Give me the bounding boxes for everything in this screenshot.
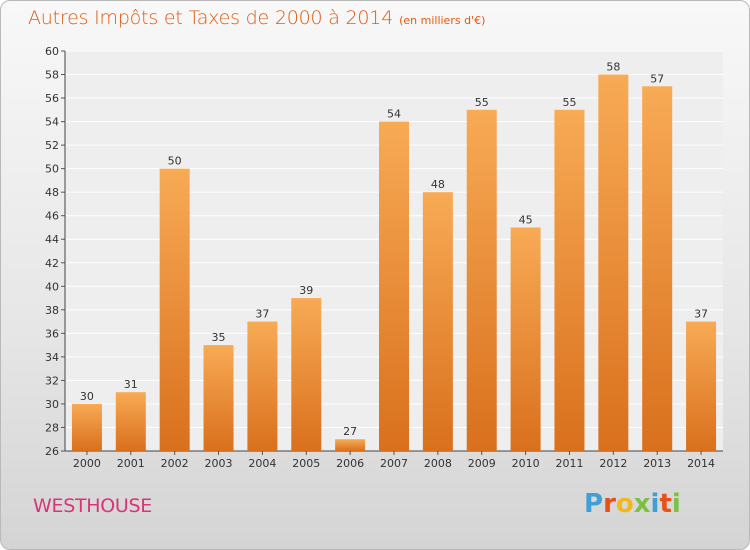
x-tick-label: 2001 [117, 457, 145, 470]
bar-2014 [686, 321, 717, 451]
x-tick-label: 2008 [424, 457, 452, 470]
y-tick-label: 34 [45, 351, 59, 364]
logo-letter: r [603, 489, 616, 519]
location-label: WESTHOUSE [33, 495, 152, 517]
y-tick-label: 48 [45, 186, 59, 199]
bar-2013 [642, 86, 673, 451]
x-tick-label: 2006 [336, 457, 364, 470]
proxiti-logo: Proxiti [584, 489, 681, 519]
bar-2000 [71, 403, 102, 451]
bar-2003 [203, 345, 234, 451]
bar-2006 [335, 439, 366, 451]
bar-2001 [115, 392, 146, 451]
x-tick-label: 2000 [73, 457, 101, 470]
bar-2007 [379, 121, 409, 452]
y-tick-label: 30 [45, 398, 59, 411]
x-tick-label: 2011 [555, 457, 583, 470]
y-tick-label: 26 [45, 445, 59, 458]
x-tick-label: 2012 [599, 457, 627, 470]
x-tick-label: 2014 [687, 457, 715, 470]
bar-2008 [422, 192, 453, 452]
data-label: 37 [255, 308, 269, 321]
x-tick-label: 2013 [643, 457, 671, 470]
bar-2011 [554, 109, 585, 451]
bar-2012 [598, 74, 629, 451]
data-label: 55 [562, 96, 576, 109]
y-tick-label: 42 [45, 257, 59, 270]
x-tick-label: 2004 [248, 457, 276, 470]
data-label: 58 [606, 61, 620, 74]
bar-2009 [466, 109, 497, 451]
y-tick-label: 44 [45, 233, 59, 246]
bar-2005 [291, 298, 322, 451]
chart-subtitle: (en milliers d'€) [399, 14, 486, 27]
y-tick-label: 32 [45, 374, 59, 387]
data-label: 27 [343, 425, 357, 438]
chart-title: Autres Impôts et Taxes de 2000 à 2014 [28, 7, 394, 29]
data-label: 48 [431, 178, 445, 191]
x-tick-label: 2009 [468, 457, 496, 470]
data-label: 54 [387, 108, 401, 121]
data-label: 35 [212, 331, 226, 344]
data-label: 31 [124, 378, 138, 391]
x-tick-label: 2002 [161, 457, 189, 470]
logo-letter: t [659, 489, 672, 519]
y-tick-label: 28 [45, 421, 59, 434]
x-tick-label: 2010 [512, 457, 540, 470]
data-label: 37 [694, 308, 708, 321]
x-tick-label: 2005 [292, 457, 320, 470]
data-label: 45 [519, 213, 533, 226]
y-tick-label: 38 [45, 304, 59, 317]
data-label: 50 [168, 155, 182, 168]
bar-2004 [247, 321, 278, 451]
y-tick-label: 36 [45, 327, 59, 340]
logo-letter: x [633, 489, 651, 519]
data-label: 30 [80, 390, 94, 403]
y-tick-label: 46 [45, 210, 59, 223]
logo-letter: i [650, 489, 660, 519]
y-tick-label: 58 [45, 69, 59, 82]
data-label: 57 [650, 72, 664, 85]
logo-letter: i [671, 489, 681, 519]
data-label: 39 [299, 284, 313, 297]
y-tick-label: 60 [45, 45, 59, 58]
bar-2010 [510, 227, 541, 451]
data-label: 55 [475, 96, 489, 109]
y-tick-label: 50 [45, 163, 59, 176]
x-tick-label: 2003 [205, 457, 233, 470]
bar-2002 [159, 168, 190, 451]
chart-title-block: Autres Impôts et Taxes de 2000 à 2014 (en… [28, 7, 485, 29]
y-tick-label: 52 [45, 139, 59, 152]
y-tick-label: 54 [45, 116, 59, 129]
y-tick-label: 56 [45, 92, 59, 105]
logo-letter: P [584, 489, 604, 519]
logo-letter: o [615, 489, 634, 519]
x-tick-label: 2007 [380, 457, 408, 470]
y-tick-label: 40 [45, 280, 59, 293]
